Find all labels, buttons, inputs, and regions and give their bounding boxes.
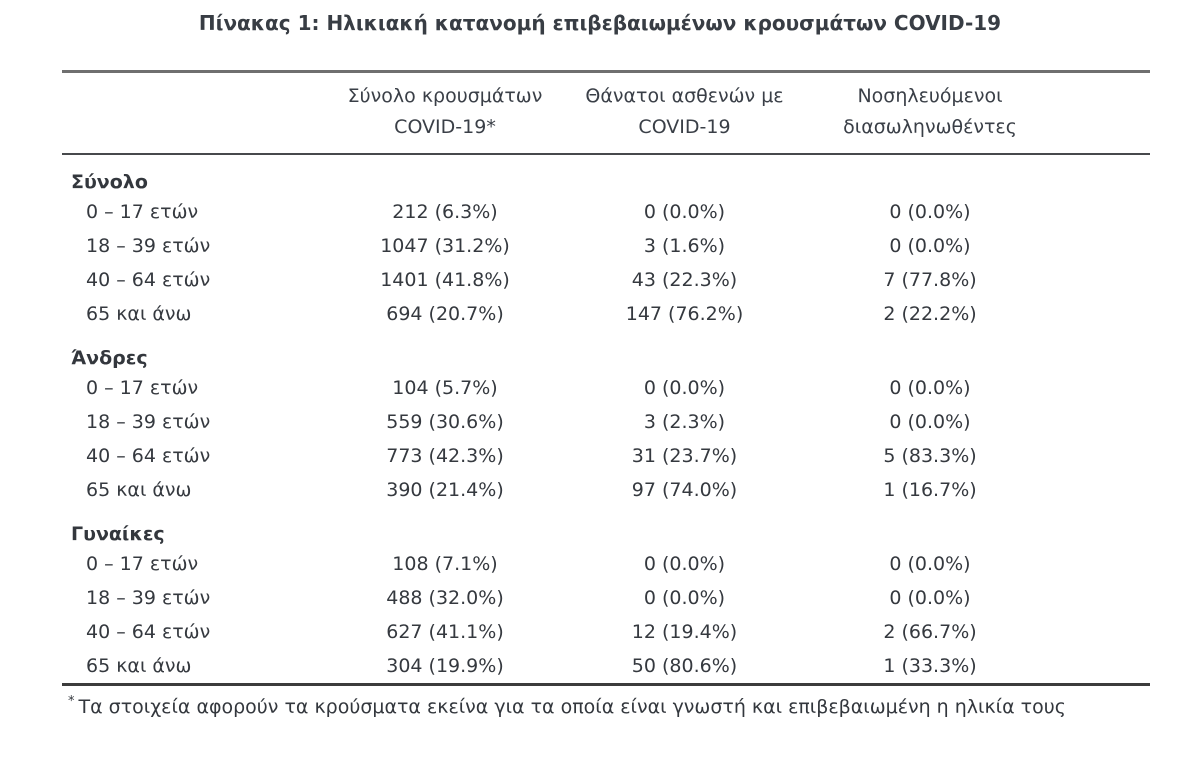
intubated-cell: 2 (66.7%)	[883, 621, 977, 643]
deaths-cell: 50 (80.6%)	[631, 655, 738, 677]
cases-cell: 390 (21.4%)	[386, 479, 504, 501]
row-spacer	[1054, 649, 1150, 683]
cases-cell: 694 (20.7%)	[386, 303, 504, 325]
row-spacer	[1054, 371, 1150, 405]
deaths-cell: 31 (23.7%)	[631, 445, 738, 467]
deaths-cell: 0 (0.0%)	[643, 587, 726, 609]
cases-cell: 108 (7.1%)	[392, 553, 498, 575]
footnote-asterisk: *	[68, 694, 75, 709]
section-label: Γυναίκες	[71, 523, 165, 545]
header-spacer	[62, 81, 327, 143]
age-cell: 18 – 39 ετών	[86, 235, 211, 257]
intubated-cell: 1 (16.7%)	[883, 479, 977, 501]
footnote-text: Τα στοιχεία αφορούν τα κρούσματα εκείνα …	[78, 696, 1066, 718]
age-cell: 18 – 39 ετών	[86, 411, 211, 433]
age-cell: 65 και άνω	[86, 479, 192, 501]
table-body: Σύνολο 0 – 17 ετών 212 (6.3%) 0 (0.0%) 0…	[62, 155, 1150, 686]
column-header-deaths-line2: COVID-19	[638, 116, 731, 138]
table-row: 0 – 17 ετών 212 (6.3%) 0 (0.0%) 0 (0.0%)	[62, 195, 1150, 229]
row-spacer	[1054, 405, 1150, 439]
age-cell: 40 – 64 ετών	[86, 621, 211, 643]
row-spacer	[1054, 615, 1150, 649]
table-row: 65 και άνω 390 (21.4%) 97 (74.0%) 1 (16.…	[62, 473, 1150, 507]
section-header-women: Γυναίκες	[62, 507, 1150, 547]
deaths-cell: 43 (22.3%)	[631, 269, 738, 291]
cases-cell: 304 (19.9%)	[386, 655, 504, 677]
intubated-cell: 7 (77.8%)	[883, 269, 977, 291]
row-spacer	[1054, 581, 1150, 615]
cases-cell: 627 (41.1%)	[386, 621, 504, 643]
table-row: 65 και άνω 304 (19.9%) 50 (80.6%) 1 (33.…	[62, 649, 1150, 683]
age-cell: 40 – 64 ετών	[86, 445, 211, 467]
column-header-intubated-line1: Νοσηλευόμενοι	[857, 85, 1003, 107]
column-header-total-cases-line1: Σύνολο κρουσμάτων	[347, 85, 543, 107]
deaths-cell: 147 (76.2%)	[625, 303, 744, 325]
table-row: 40 – 64 ετών 627 (41.1%) 12 (19.4%) 2 (6…	[62, 615, 1150, 649]
column-header-total-cases-line2: COVID-19*	[394, 116, 496, 138]
row-spacer	[1054, 297, 1150, 331]
deaths-cell: 97 (74.0%)	[631, 479, 738, 501]
header-spacer	[1054, 81, 1150, 143]
column-header-total-cases: Σύνολο κρουσμάτων COVID-19*	[327, 81, 563, 143]
footnote: * Τα στοιχεία αφορούν τα κρούσματα εκείνα…	[68, 686, 1200, 718]
row-spacer	[1054, 263, 1150, 297]
section-label: Άνδρες	[71, 347, 148, 369]
intubated-cell: 0 (0.0%)	[889, 587, 971, 609]
row-spacer	[1054, 195, 1150, 229]
table-row: 0 – 17 ετών 108 (7.1%) 0 (0.0%) 0 (0.0%)	[62, 547, 1150, 581]
table-row: 65 και άνω 694 (20.7%) 147 (76.2%) 2 (22…	[62, 297, 1150, 331]
cases-cell: 1401 (41.8%)	[380, 269, 510, 291]
cases-cell: 212 (6.3%)	[392, 201, 498, 223]
cases-cell: 104 (5.7%)	[392, 377, 498, 399]
age-cell: 40 – 64 ετών	[86, 269, 211, 291]
cases-cell: 773 (42.3%)	[386, 445, 504, 467]
intubated-cell: 0 (0.0%)	[889, 411, 971, 433]
cases-cell: 559 (30.6%)	[386, 411, 504, 433]
column-header-deaths: Θάνατοι ασθενών με COVID-19	[563, 81, 806, 143]
table-header-row: Σύνολο κρουσμάτων COVID-19* Θάνατοι ασθε…	[62, 70, 1150, 155]
cases-cell: 1047 (31.2%)	[380, 235, 510, 257]
age-cell: 65 και άνω	[86, 303, 192, 325]
column-header-deaths-line1: Θάνατοι ασθενών με	[585, 85, 784, 107]
table-row: 40 – 64 ετών 773 (42.3%) 31 (23.7%) 5 (8…	[62, 439, 1150, 473]
age-distribution-table: Σύνολο κρουσμάτων COVID-19* Θάνατοι ασθε…	[62, 70, 1150, 686]
deaths-cell: 3 (2.3%)	[643, 411, 726, 433]
age-cell: 0 – 17 ετών	[86, 553, 199, 575]
deaths-cell: 0 (0.0%)	[643, 377, 726, 399]
section-header-men: Άνδρες	[62, 331, 1150, 371]
deaths-cell: 3 (1.6%)	[643, 235, 726, 257]
deaths-cell: 0 (0.0%)	[643, 553, 726, 575]
intubated-cell: 0 (0.0%)	[889, 235, 971, 257]
table-row: 18 – 39 ετών 559 (30.6%) 3 (2.3%) 0 (0.0…	[62, 405, 1150, 439]
column-header-intubated: Νοσηλευόμενοι διασωληνωθέντες	[806, 81, 1054, 143]
age-cell: 65 και άνω	[86, 655, 192, 677]
intubated-cell: 0 (0.0%)	[889, 553, 971, 575]
intubated-cell: 5 (83.3%)	[883, 445, 977, 467]
row-spacer	[1054, 473, 1150, 507]
deaths-cell: 0 (0.0%)	[643, 201, 726, 223]
section-header-total: Σύνολο	[62, 155, 1150, 195]
deaths-cell: 12 (19.4%)	[631, 621, 738, 643]
age-cell: 18 – 39 ετών	[86, 587, 211, 609]
intubated-cell: 0 (0.0%)	[889, 201, 971, 223]
table-row: 40 – 64 ετών 1401 (41.8%) 43 (22.3%) 7 (…	[62, 263, 1150, 297]
row-spacer	[1054, 229, 1150, 263]
row-spacer	[1054, 547, 1150, 581]
row-spacer	[1054, 439, 1150, 473]
age-cell: 0 – 17 ετών	[86, 201, 199, 223]
section-label: Σύνολο	[71, 171, 148, 193]
column-header-intubated-line2: διασωληνωθέντες	[843, 116, 1017, 138]
intubated-cell: 2 (22.2%)	[883, 303, 977, 325]
table-row: 18 – 39 ετών 1047 (31.2%) 3 (1.6%) 0 (0.…	[62, 229, 1150, 263]
intubated-cell: 1 (33.3%)	[883, 655, 977, 677]
table-row: 18 – 39 ετών 488 (32.0%) 0 (0.0%) 0 (0.0…	[62, 581, 1150, 615]
table-title: Πίνακας 1: Ηλικιακή κατανομή επιβεβαιωμέ…	[198, 11, 1002, 35]
age-cell: 0 – 17 ετών	[86, 377, 199, 399]
table-row: 0 – 17 ετών 104 (5.7%) 0 (0.0%) 0 (0.0%)	[62, 371, 1150, 405]
cases-cell: 488 (32.0%)	[386, 587, 504, 609]
intubated-cell: 0 (0.0%)	[889, 377, 971, 399]
